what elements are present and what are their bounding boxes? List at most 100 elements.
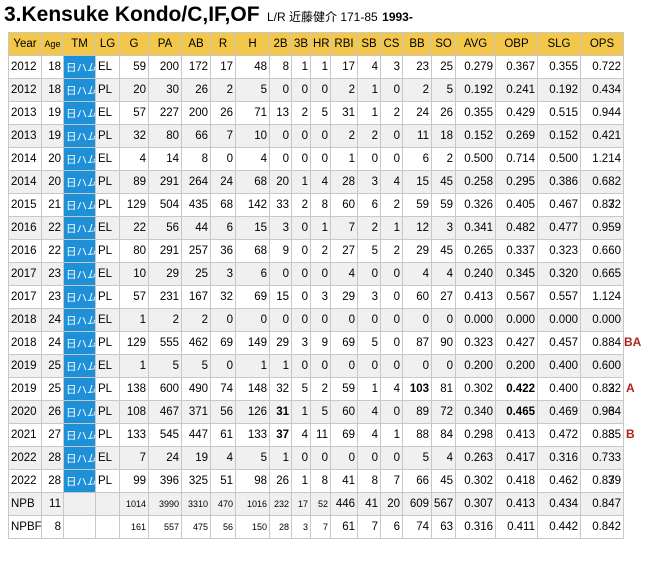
- cell-tm: 日ハム: [63, 193, 96, 217]
- cell-year: 2013: [8, 124, 42, 148]
- column-header-pa[interactable]: PA: [148, 32, 182, 56]
- cell-obp: 0.200: [495, 354, 538, 378]
- column-header-cs[interactable]: CS: [380, 32, 403, 56]
- table-row: 2019 25 日ハム EL 1 5 5 0 1 1 0 0 0 0 0 0 0 0.200 0.200 0.400 0…: [8, 354, 624, 378]
- cell-avg: 0.500: [455, 147, 496, 171]
- column-header-tm[interactable]: TM: [63, 32, 96, 56]
- column-header-g[interactable]: G: [119, 32, 149, 56]
- column-header-rbi[interactable]: RBI: [330, 32, 358, 56]
- cell-obp: 0.405: [495, 193, 538, 217]
- cell-2b: 32: [269, 377, 292, 401]
- cell-h: 142: [235, 193, 270, 217]
- column-header-sb[interactable]: SB: [357, 32, 381, 56]
- cell-so: 45: [431, 239, 456, 263]
- column-header-h[interactable]: H: [235, 32, 270, 56]
- cell-hr: 1: [310, 216, 331, 240]
- cell-2b: 0: [269, 124, 292, 148]
- cell-ab: 475: [181, 515, 211, 539]
- cell-hr: 0: [310, 147, 331, 171]
- cell-rbi: 29: [330, 285, 358, 309]
- cell-cs: 0: [380, 400, 403, 424]
- cell-ops: 0.959: [580, 216, 624, 240]
- column-header-ab[interactable]: AB: [181, 32, 211, 56]
- column-header-bb[interactable]: BB: [402, 32, 432, 56]
- cell-so: 0: [431, 354, 456, 378]
- cell-lg: PL: [95, 124, 120, 148]
- cell-hr: 1: [310, 55, 331, 79]
- cell-lg: EL: [95, 262, 120, 286]
- cell-so: 27: [431, 285, 456, 309]
- cell-2b: 37: [269, 423, 292, 447]
- cell-h: 15: [235, 216, 270, 240]
- cell-bb: 29: [402, 239, 432, 263]
- cell-rbi: 69: [330, 423, 358, 447]
- cell-h: 150: [235, 515, 270, 539]
- cell-h: 1: [235, 354, 270, 378]
- column-header-hr[interactable]: HR: [310, 32, 331, 56]
- cell-sb: 5: [357, 331, 381, 355]
- table-row: 2017 23 日ハム EL 10 29 25 3 6 0 0 0 4 0 0 4 4 0.240 0.345 0.3…: [8, 262, 624, 286]
- cell-obp: 0.422: [495, 377, 538, 401]
- cell-tm: 日ハム: [63, 147, 96, 171]
- cell-hr: 0: [310, 446, 331, 470]
- cell-pa: 5: [148, 354, 182, 378]
- cell-ops: 0.847: [580, 492, 624, 516]
- side-note: 3: [608, 473, 615, 487]
- cell-slg: 0.515: [537, 101, 581, 125]
- cell-sb: 0: [357, 147, 381, 171]
- cell-r: 24: [210, 170, 236, 194]
- cell-2b: 13: [269, 101, 292, 125]
- cell-bb: 609: [402, 492, 432, 516]
- column-header-2b[interactable]: 2B: [269, 32, 292, 56]
- cell-rbi: 2: [330, 124, 358, 148]
- cell-avg: 0.298: [455, 423, 496, 447]
- cell-rbi: 41: [330, 469, 358, 493]
- stats-body: 2012 18 日ハム EL 59 200 172 17 48 8 1 1 17 4 3 23 25 0.279 0…: [8, 55, 624, 539]
- cell-lg: EL: [95, 354, 120, 378]
- column-header-year[interactable]: Year: [8, 32, 42, 56]
- cell-h: 98: [235, 469, 270, 493]
- cell-so: 0: [431, 308, 456, 332]
- cell-pa: 545: [148, 423, 182, 447]
- column-header-age[interactable]: Age: [41, 32, 64, 56]
- cell-hr: 52: [310, 492, 331, 516]
- cell-cs: 3: [380, 55, 403, 79]
- column-header-slg[interactable]: SLG: [537, 32, 581, 56]
- cell-year: 2022: [8, 446, 42, 470]
- column-header-3b[interactable]: 3B: [291, 32, 311, 56]
- cell-g: 7: [119, 446, 149, 470]
- column-header-lg[interactable]: LG: [95, 32, 120, 56]
- cell-age: 24: [41, 331, 64, 355]
- cell-ops: 1.214: [580, 147, 624, 171]
- table-row: 2018 24 日ハム PL 129 555 462 69 149 29 3 9 69 5 0 87 90 0.3…: [8, 331, 624, 355]
- cell-2b: 31: [269, 400, 292, 424]
- cell-year: 2018: [8, 308, 42, 332]
- cell-avg: 0.265: [455, 239, 496, 263]
- cell-avg: 0.307: [455, 492, 496, 516]
- cell-slg: 0.192: [537, 78, 581, 102]
- cell-tm: 日ハム: [63, 170, 96, 194]
- column-header-avg[interactable]: AVG: [455, 32, 496, 56]
- cell-year: 2017: [8, 285, 42, 309]
- cell-h: 68: [235, 239, 270, 263]
- column-header-ops[interactable]: OPS: [580, 32, 624, 56]
- column-header-so[interactable]: SO: [431, 32, 456, 56]
- cell-so: 84: [431, 423, 456, 447]
- page-header: 3.Kensuke Kondo/C,IF,OF L/R 近藤健介 171-85 …: [4, 3, 413, 33]
- cell-ab: 5: [181, 354, 211, 378]
- cell-hr: 4: [310, 170, 331, 194]
- cell-year: 2014: [8, 147, 42, 171]
- column-header-obp[interactable]: OBP: [495, 32, 538, 56]
- cell-ops: 0.879: [580, 469, 624, 493]
- cell-r: 0: [210, 308, 236, 332]
- cell-bb: 5: [402, 446, 432, 470]
- cell-ab: 462: [181, 331, 211, 355]
- cell-hr: 9: [310, 331, 331, 355]
- cell-h: 48: [235, 55, 270, 79]
- cell-obp: 0.427: [495, 331, 538, 355]
- cell-sb: 8: [357, 469, 381, 493]
- column-header-r[interactable]: R: [210, 32, 236, 56]
- cell-h: 1016: [235, 492, 270, 516]
- cell-obp: 0.418: [495, 469, 538, 493]
- cell-obp: 0.429: [495, 101, 538, 125]
